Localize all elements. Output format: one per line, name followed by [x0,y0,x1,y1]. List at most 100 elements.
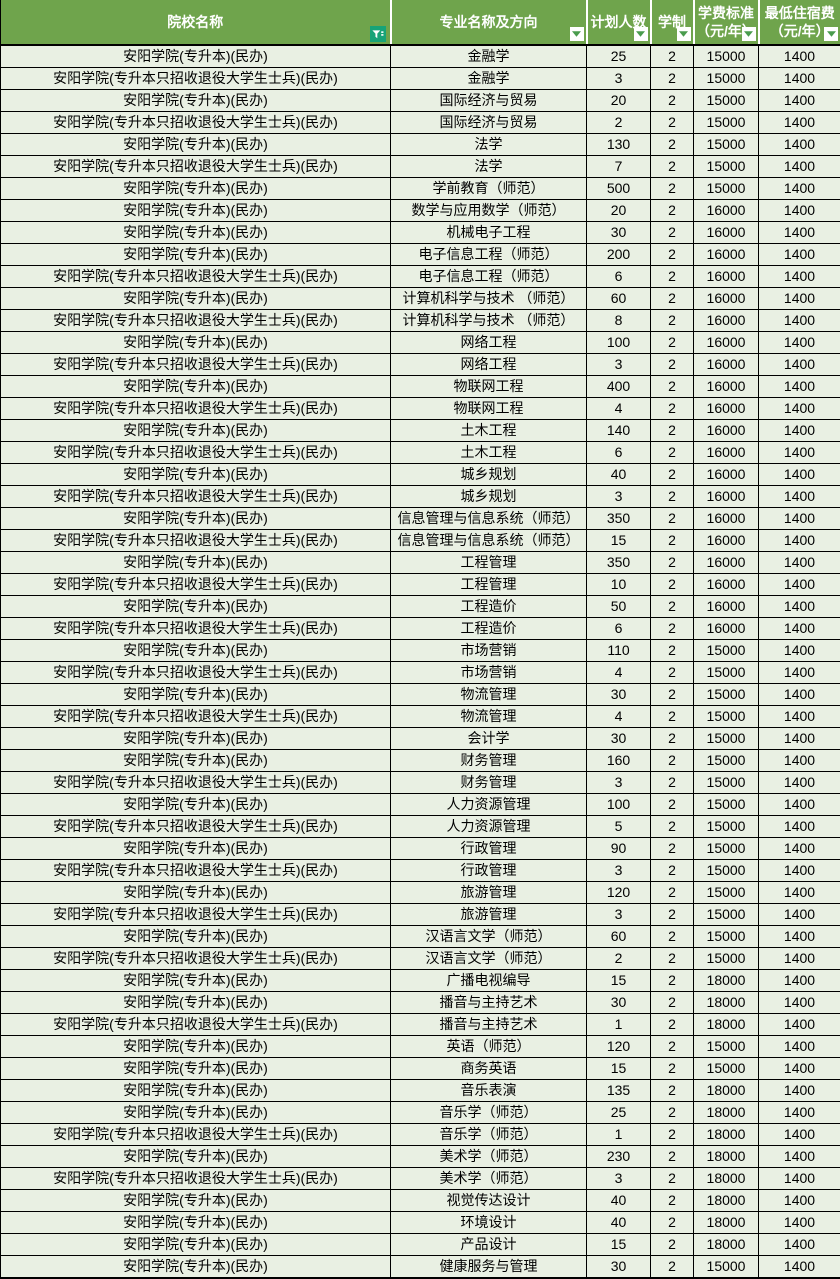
cell-duration: 2 [651,332,694,354]
cell-dorm-fee: 1400 [759,1190,840,1212]
cell-institution: 安阳学院(专升本只招收退役大学生士兵)(民办) [1,618,391,640]
cell-plan: 3 [587,860,651,882]
cell-tuition: 15000 [694,750,759,772]
cell-dorm-fee: 1400 [759,112,840,134]
cell-duration: 2 [651,90,694,112]
cell-dorm-fee: 1400 [759,45,840,68]
cell-tuition: 16000 [694,200,759,222]
cell-major: 美术学（师范） [391,1146,587,1168]
cell-institution: 安阳学院(专升本只招收退役大学生士兵)(民办) [1,486,391,508]
cell-duration: 2 [651,398,694,420]
institution-filter-applied-button[interactable] [370,26,386,42]
cell-institution: 安阳学院(专升本只招收退役大学生士兵)(民办) [1,860,391,882]
cell-duration: 2 [651,1168,694,1190]
cell-plan: 3 [587,772,651,794]
cell-dorm-fee: 1400 [759,1256,840,1279]
cell-institution: 安阳学院(专升本只招收退役大学生士兵)(民办) [1,530,391,552]
cell-institution: 安阳学院(专升本)(民办) [1,838,391,860]
cell-tuition: 18000 [694,1080,759,1102]
cell-institution: 安阳学院(专升本只招收退役大学生士兵)(民办) [1,354,391,376]
cell-tuition: 15000 [694,728,759,750]
cell-duration: 2 [651,112,694,134]
cell-tuition: 16000 [694,530,759,552]
column-header-institution: 院校名称 [1,0,391,45]
cell-dorm-fee: 1400 [759,244,840,266]
cell-tuition: 16000 [694,618,759,640]
cell-tuition: 15000 [694,662,759,684]
cell-plan: 25 [587,1102,651,1124]
cell-dorm-fee: 1400 [759,882,840,904]
cell-major: 行政管理 [391,860,587,882]
cell-duration: 2 [651,288,694,310]
cell-tuition: 16000 [694,552,759,574]
cell-tuition: 15000 [694,112,759,134]
cell-major: 金融学 [391,68,587,90]
cell-plan: 1 [587,1124,651,1146]
cell-tuition: 15000 [694,45,759,68]
cell-dorm-fee: 1400 [759,156,840,178]
cell-institution: 安阳学院(专升本)(民办) [1,1058,391,1080]
cell-plan: 5 [587,816,651,838]
cell-major: 学前教育（师范） [391,178,587,200]
cell-institution: 安阳学院(专升本)(民办) [1,640,391,662]
cell-duration: 2 [651,486,694,508]
cell-major: 市场营销 [391,640,587,662]
cell-major: 工程管理 [391,552,587,574]
cell-duration: 2 [651,178,694,200]
cell-tuition: 15000 [694,948,759,970]
major-filter-dropdown-button[interactable] [570,27,584,41]
cell-plan: 30 [587,992,651,1014]
cell-dorm-fee: 1400 [759,1124,840,1146]
cell-major: 市场营销 [391,662,587,684]
cell-duration: 2 [651,1124,694,1146]
duration-filter-dropdown-button[interactable] [677,27,691,41]
cell-dorm-fee: 1400 [759,420,840,442]
cell-institution: 安阳学院(专升本)(民办) [1,464,391,486]
cell-major: 电子信息工程（师范） [391,244,587,266]
cell-tuition: 18000 [694,1014,759,1036]
dorm-fee-filter-dropdown-button[interactable] [824,27,838,41]
cell-tuition: 16000 [694,574,759,596]
cell-institution: 安阳学院(专升本)(民办) [1,992,391,1014]
cell-institution: 安阳学院(专升本)(民办) [1,970,391,992]
cell-dorm-fee: 1400 [759,992,840,1014]
cell-duration: 2 [651,750,694,772]
cell-major: 音乐表演 [391,1080,587,1102]
cell-dorm-fee: 1400 [759,904,840,926]
cell-duration: 2 [651,134,694,156]
cell-duration: 2 [651,376,694,398]
cell-tuition: 16000 [694,288,759,310]
cell-institution: 安阳学院(专升本只招收退役大学生士兵)(民办) [1,68,391,90]
chevron-down-icon [827,31,836,37]
cell-plan: 400 [587,376,651,398]
cell-plan: 90 [587,838,651,860]
cell-plan: 40 [587,1212,651,1234]
cell-plan: 4 [587,706,651,728]
cell-major: 网络工程 [391,354,587,376]
plan-filter-dropdown-button[interactable] [634,27,648,41]
cell-institution: 安阳学院(专升本)(民办) [1,420,391,442]
cell-tuition: 15000 [694,1058,759,1080]
cell-plan: 230 [587,1146,651,1168]
cell-major: 汉语言文学（师范） [391,926,587,948]
cell-major: 物流管理 [391,684,587,706]
tuition-filter-dropdown-button[interactable] [742,27,756,41]
cell-duration: 2 [651,596,694,618]
cell-major: 工程管理 [391,574,587,596]
cell-duration: 2 [651,1146,694,1168]
cell-duration: 2 [651,992,694,1014]
cell-major: 音乐学（师范） [391,1124,587,1146]
